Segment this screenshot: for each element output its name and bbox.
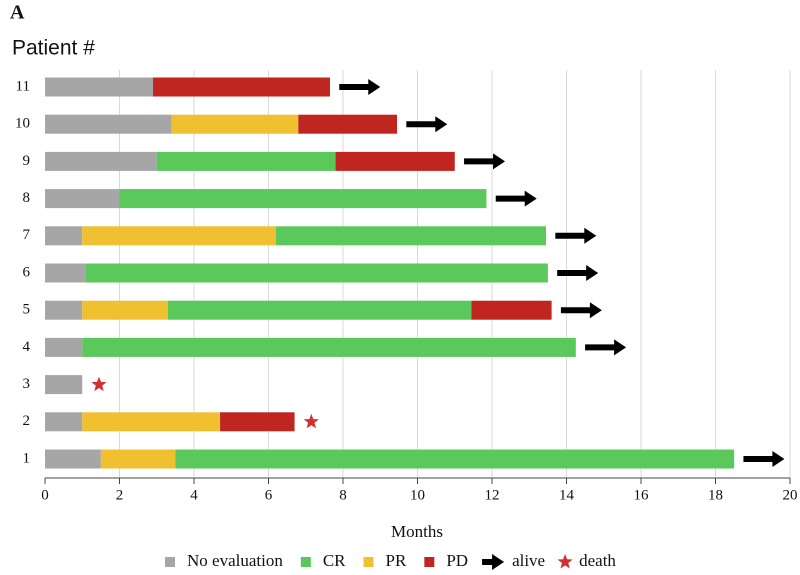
bar-segment [45,151,157,171]
legend-label: death [579,551,616,570]
bar-segment [45,189,120,209]
x-tick-label: 12 [485,487,500,503]
bar-segment [153,77,330,97]
alive-arrow [560,302,602,319]
alive-arrow [464,153,506,170]
bar-segment [82,300,168,320]
legend-label: PR [386,551,407,570]
x-tick-label: 2 [116,487,124,503]
alive-arrow [743,451,785,467]
bar-segment [45,412,83,432]
x-tick-label: 16 [634,487,650,503]
bar-segment [156,151,336,171]
legend-swatch [363,557,374,567]
legend-swatch [165,557,175,567]
bar-segment [275,226,547,246]
legend-swatch [424,557,435,567]
bar-segment [45,337,83,357]
bar-segment [45,77,154,97]
bar-segment [471,300,552,320]
bar-segment [85,263,548,283]
bar-segment [171,114,299,134]
x-axis-title: Months [391,522,443,541]
legend-label: PD [446,551,468,570]
y-tick-label: 2 [23,413,31,429]
death-star [303,413,319,429]
bar-segment [119,189,487,209]
y-tick-label: 11 [16,78,30,94]
alive-arrow [555,227,597,244]
x-tick-label: 14 [559,487,575,503]
bar-segment [335,151,455,171]
x-tick-label: 0 [41,487,49,503]
alive-arrow [585,339,627,356]
x-tick-label: 10 [410,487,425,503]
y-tick-label: 6 [23,264,31,280]
bar-segment [45,226,83,246]
legend-label: alive [512,551,545,570]
y-tick-label: 10 [15,116,30,132]
y-tick-label: 5 [23,302,31,318]
death-star [91,376,107,392]
bar-segment [45,263,86,283]
bar-segment [298,114,398,134]
bar-segment [45,375,83,395]
y-axis-title: Patient # [12,37,95,60]
bar-segment [45,449,101,469]
legend-label: CR [323,551,346,570]
alive-arrow [495,190,537,207]
alive-arrow [406,116,448,133]
alive-arrow [557,265,599,281]
x-tick-label: 4 [190,487,198,503]
bar-segment [100,449,176,469]
bar-segment [82,226,276,246]
y-tick-label: 3 [23,376,31,392]
bar-segment [220,412,295,432]
x-tick-label: 20 [783,487,798,503]
alive-arrow [339,79,381,95]
x-tick-label: 6 [265,487,273,503]
y-tick-label: 1 [23,450,31,466]
y-tick-label: 7 [23,227,31,243]
y-tick-label: 4 [23,339,31,355]
y-tick-label: 9 [23,153,31,169]
legend-swatch [300,557,311,567]
bar-segment [45,300,83,320]
bar-segment [167,300,472,320]
bar-segment [82,412,221,432]
x-tick-label: 8 [339,487,347,503]
bar-segment [45,114,172,134]
death-star [557,554,573,569]
panel-label: A [10,2,25,24]
x-tick-label: 18 [708,487,723,503]
bar-segment [175,449,735,469]
alive-arrow [482,554,505,570]
y-tick-label: 8 [23,190,31,206]
legend-label: No evaluation [187,551,283,570]
bar-segment [82,337,576,357]
